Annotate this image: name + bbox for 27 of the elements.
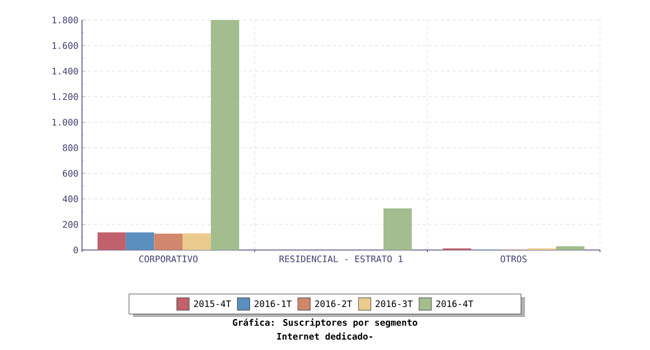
bar bbox=[210, 20, 240, 250]
text: Gráfica: Suscriptores por segmento bbox=[232, 318, 418, 328]
bar bbox=[383, 208, 412, 250]
y-tick-label: 1.000 bbox=[52, 118, 78, 126]
text: Internet dedicado- bbox=[277, 332, 372, 340]
x-tick-label: CORPORATIVO bbox=[139, 256, 198, 262]
y-tick-label: 1.600 bbox=[52, 42, 78, 49]
y-tick-label: 400 bbox=[62, 195, 78, 202]
y-tick-label: 1.400 bbox=[52, 68, 78, 74]
bar bbox=[98, 232, 126, 250]
legend-label: 2015-4T bbox=[194, 300, 231, 308]
legend-label: 2016-2T bbox=[315, 300, 352, 308]
y-tick-label: 800 bbox=[62, 144, 78, 152]
y-tick-label: 0 bbox=[74, 246, 78, 254]
y-tick-label: 200 bbox=[62, 221, 78, 228]
bar bbox=[556, 246, 584, 250]
legend-label: 2016-4T bbox=[436, 300, 474, 308]
bar bbox=[182, 233, 211, 250]
bar bbox=[126, 232, 154, 250]
bar bbox=[154, 234, 182, 250]
legend-label: 2016-3T bbox=[376, 300, 413, 308]
y-tick-label: 1.200 bbox=[52, 93, 78, 100]
x-tick-label: RESIDENCIAL - ESTRATO 1 bbox=[280, 256, 402, 262]
x-tick-label: OTROS bbox=[500, 256, 527, 262]
legend-label: 2016-1T bbox=[254, 300, 292, 308]
y-tick-label: 1.800 bbox=[52, 16, 78, 24]
y-tick-label: 600 bbox=[62, 170, 78, 177]
